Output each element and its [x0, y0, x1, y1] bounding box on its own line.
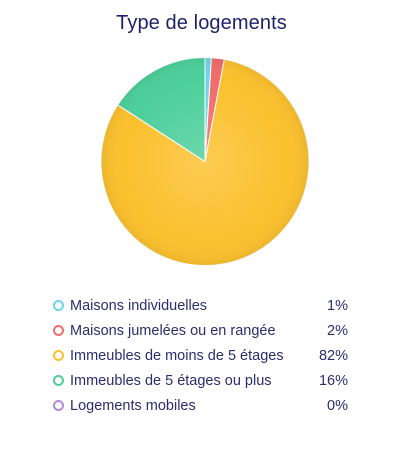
chart-legend: Maisons individuelles 1% Maisons jumelées … — [53, 293, 348, 418]
legend-marker-icon — [53, 375, 64, 386]
legend-marker-icon — [53, 400, 64, 411]
legend-value: 82% — [318, 347, 348, 364]
chart-title: Type de logements — [116, 12, 287, 34]
legend-label: Maisons jumelées ou en rangée — [70, 322, 276, 339]
legend-item-maisons-individuelles[interactable]: Maisons individuelles 1% — [53, 293, 348, 318]
legend-item-immeubles-de-moins-de-5-etages[interactable]: Immeubles de moins de 5 étages 82% — [53, 343, 348, 368]
legend-label: Maisons individuelles — [70, 297, 208, 314]
legend-value: 16% — [318, 372, 348, 389]
legend-value: 0% — [327, 397, 348, 414]
legend-label: Immeubles de moins de 5 étages — [70, 347, 284, 364]
legend-marker-icon — [53, 300, 64, 311]
pie-svg — [100, 56, 310, 266]
legend-marker-icon — [53, 325, 64, 336]
pie-chart — [100, 54, 310, 269]
legend-label: Logements mobiles — [70, 397, 196, 414]
legend-item-maisons-jumelees-ou-en-rangee[interactable]: Maisons jumelées ou en rangée 2% — [53, 318, 348, 343]
legend-value: 1% — [327, 297, 348, 314]
legend-item-immeubles-de-5-etages-ou-plus[interactable]: Immeubles de 5 étages ou plus 16% — [53, 368, 348, 393]
legend-marker-icon — [53, 350, 64, 361]
legend-value: 2% — [327, 322, 348, 339]
legend-item-logements-mobiles[interactable]: Logements mobiles 0% — [53, 393, 348, 418]
legend-label: Immeubles de 5 étages ou plus — [70, 372, 272, 389]
